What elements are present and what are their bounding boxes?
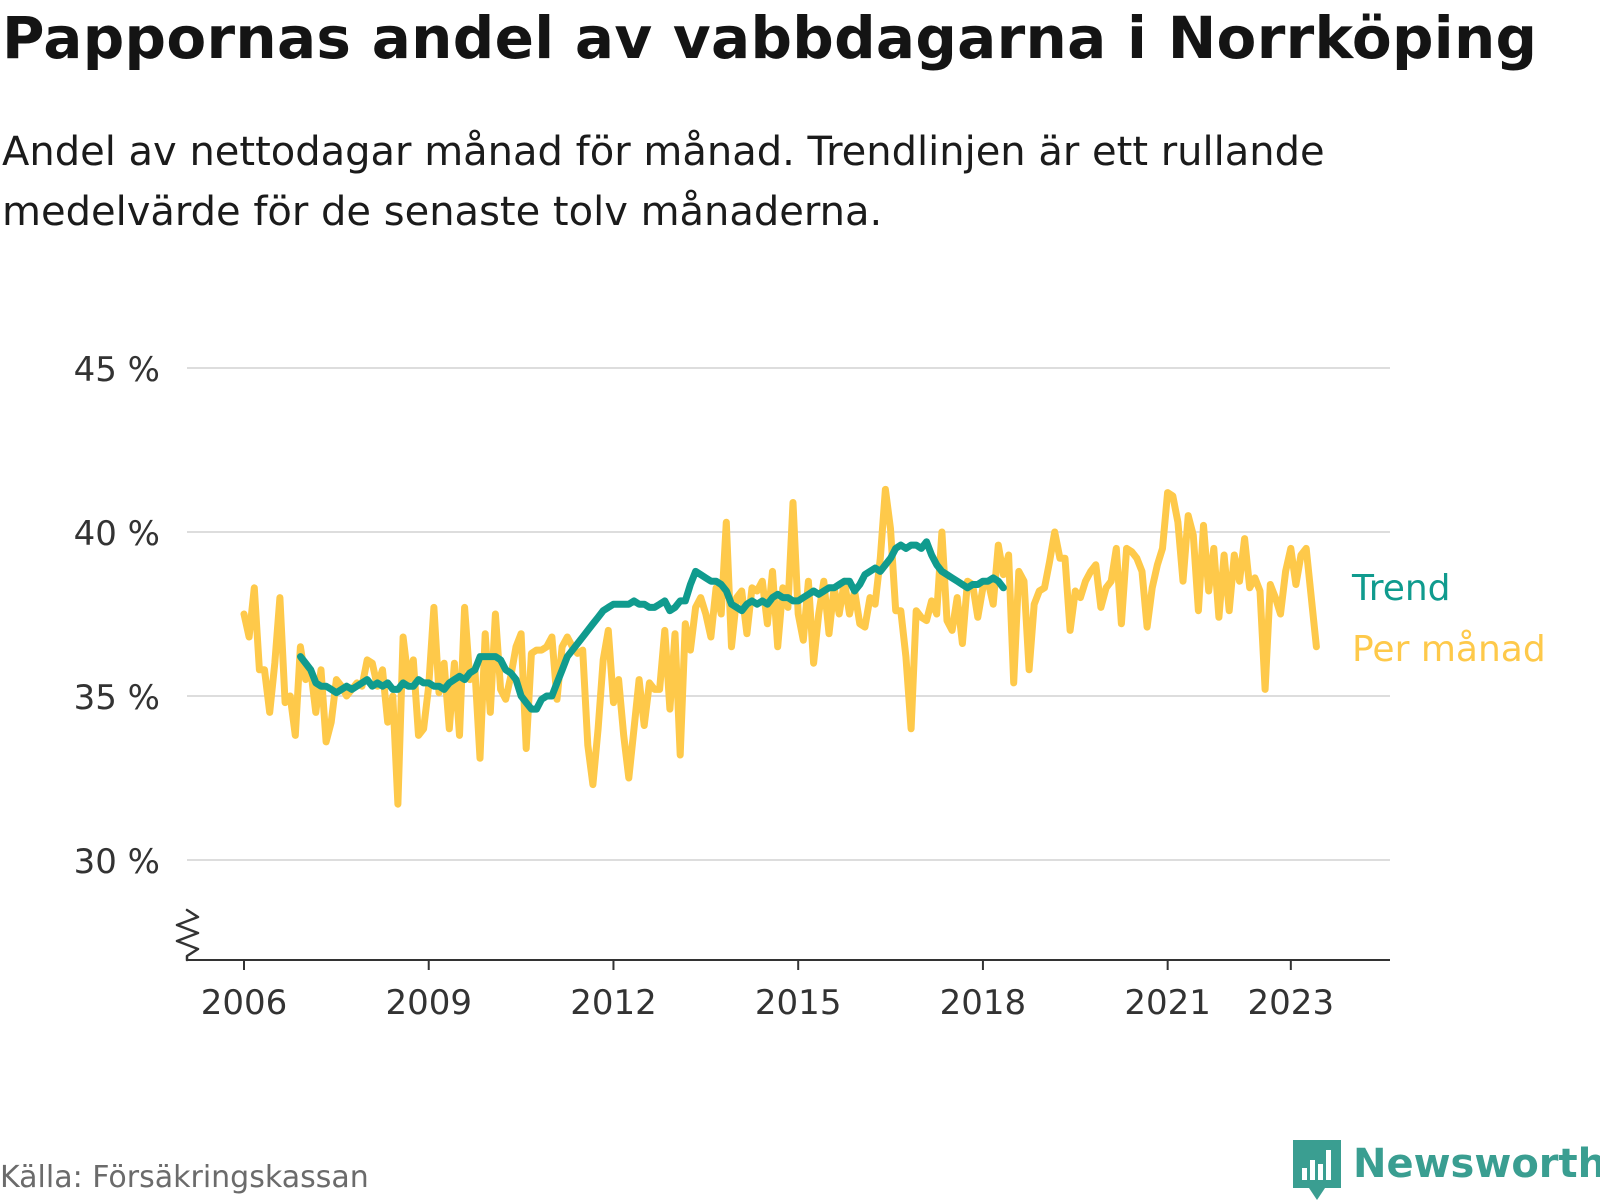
- x-tick-label: 2018: [940, 983, 1027, 1023]
- x-axis: [175, 908, 1390, 962]
- y-tick-label: 40 %: [74, 514, 160, 554]
- x-tick-label: 2021: [1124, 983, 1211, 1023]
- series-line-per-manad: [240, 485, 1320, 808]
- x-tick-label: 2015: [755, 983, 842, 1023]
- y-axis-break-icon: [175, 908, 200, 962]
- newsworthy-logo-icon: [1293, 1140, 1341, 1200]
- chart-title: Pappornas andel av vabbdagarna i Norrköp…: [2, 4, 1538, 72]
- y-axis-ticks: 30 % 35 % 40 % 45 %: [74, 350, 160, 882]
- x-tick-label: 2012: [570, 983, 657, 1023]
- brand-name: Newsworthy: [1353, 1141, 1600, 1187]
- gridlines: [187, 367, 1390, 861]
- x-axis-ticks: 2006 2009 2012 2015 2018 2021 2023: [201, 960, 1334, 1023]
- series-line-trend: [297, 538, 1007, 713]
- x-tick-label: 2006: [201, 983, 288, 1023]
- series-labels: Trend Per månad: [1351, 568, 1546, 670]
- source-note: Källa: Försäkringskassan: [0, 1160, 369, 1195]
- y-tick-label: 45 %: [74, 350, 160, 390]
- chart-subtitle: Andel av nettodagar månad för månad. Tre…: [2, 129, 1325, 235]
- y-tick-label: 30 %: [74, 842, 160, 882]
- brand-logo: Newsworthy: [1293, 1140, 1600, 1204]
- x-tick-label: 2023: [1248, 983, 1335, 1023]
- y-tick-label: 35 %: [74, 678, 160, 718]
- x-tick-label: 2009: [385, 983, 472, 1023]
- series-label-per-manad: Per månad: [1352, 629, 1546, 670]
- series-label-trend: Trend: [1351, 568, 1451, 609]
- series-lines: [240, 485, 1320, 808]
